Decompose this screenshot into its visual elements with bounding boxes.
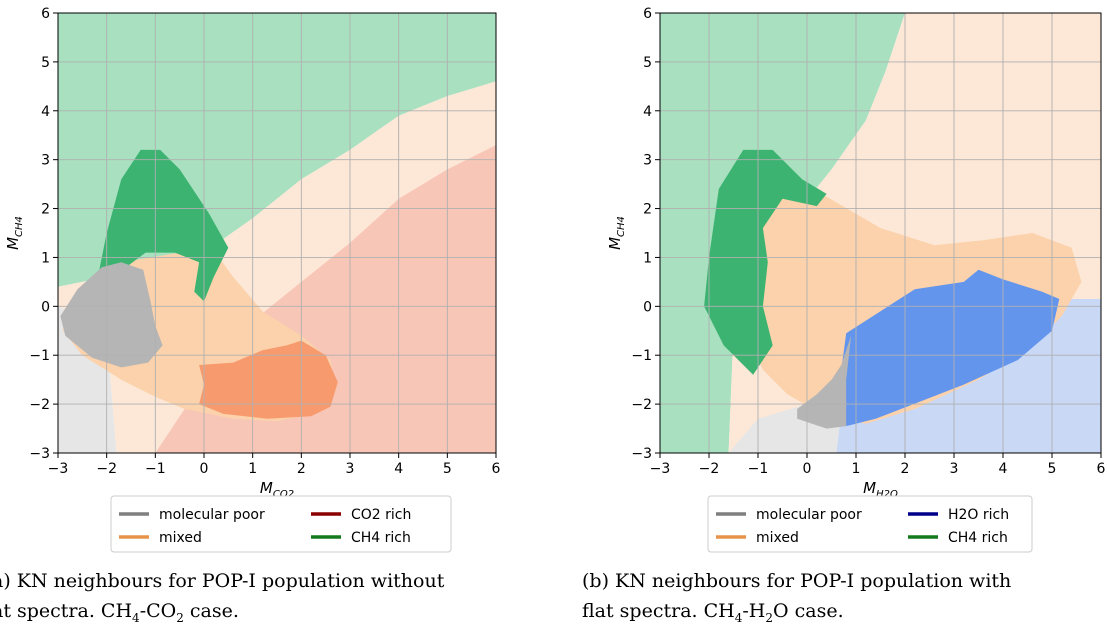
caption-b: (b) KN neighbours for POP-I population w… [582,566,1011,633]
plot-frame-a [57,12,497,454]
y-tick-label: 3 [41,153,50,169]
x-tick-label: 1 [248,461,257,477]
y-tick-label: 3 [643,153,652,169]
x-tick-label: −2 [699,461,720,477]
legend-label: molecular poor [159,507,265,523]
caption-a-line2-mid: -CO [139,600,177,622]
panel-b-chart: −3 −2 −1 0 1 2 3 4 5 6−3−2−10123456MH2OMCH4molecu… [606,6,1106,553]
x-tick-label: 0 [200,461,209,477]
legend-label: H2O rich [948,507,1009,523]
y-tick-label: 2 [41,202,50,218]
x-tick-label: 5 [1048,461,1057,477]
y-axis-label-main: M [4,237,22,250]
plot-frame-b [659,12,1102,454]
y-tick-label: −1 [29,348,50,364]
x-axis-label-main: M [863,479,876,497]
y-tick-label: 0 [643,299,652,315]
y-tick-label: −1 [631,348,652,364]
x-tick-label: −2 [96,461,117,477]
x-tick-label: 5 [443,461,452,477]
x-tick-label: 1 [852,461,861,477]
x-tick-label: 0 [803,461,812,477]
y-tick-label: −2 [29,397,50,413]
caption-a-line1: a) KN neighbours for POP-I population wi… [0,570,445,592]
caption-b-sub2: 2 [765,610,773,625]
region-layer-b [660,13,1101,453]
x-tick-label: 2 [901,461,910,477]
x-tick-label: 6 [1097,461,1106,477]
y-axis-label-sub: CH4 [14,216,25,237]
y-tick-label: 6 [41,6,50,22]
region-co2-rich-solid-a [199,340,338,419]
legend-label: mixed [756,530,799,546]
region-h2o-rich-solid-b [841,269,1060,427]
caption-a-line2-after: case. [183,600,239,622]
y-tick-label: 2 [643,202,652,218]
legend-label: mixed [159,530,202,546]
y-tick-label: 0 [41,299,50,315]
region-ch4-rich-solid-a [96,149,229,302]
x-tick-label: −1 [748,461,769,477]
y-axis-label-main: M [606,237,624,250]
caption-a-line2-before: at spectra. CH [0,600,133,622]
x-tick-label: 3 [950,461,959,477]
y-tick-label: 5 [643,55,652,71]
x-tick-label: 2 [297,461,306,477]
legend-box [707,495,1033,553]
y-tick-label: 4 [41,104,50,120]
region-molecular-poor-solid-b [797,335,852,429]
y-tick-label: −3 [631,446,652,462]
x-tick-label: −1 [145,461,166,477]
x-axis-label-sub: H2O [876,489,898,500]
caption-a-sub2: 2 [176,610,184,625]
caption-b-line2-before: flat spectra. CH [582,600,735,622]
region-ch4-rich-solid-b [704,149,827,375]
x-axis-label-b: MH2O [863,479,898,500]
panel-a-chart: −3 −2 −1 0 1 2 3 4 5 6−3−2−10123456MCO2MCH4molecu… [4,6,501,553]
y-axis-label-b: MCH4 [606,216,627,250]
legend-label: CH4 rich [948,530,1008,546]
x-axis-label-sub: CO2 [273,489,294,500]
y-tick-label: 5 [41,55,50,71]
caption-a-sub1: 4 [132,610,140,625]
ticks-b: −3 −2 −1 0 1 2 3 4 5 6 −3 −2 −1 0 1 2 3 4 5 6 [631,6,1105,477]
x-axis-label-a: MCO2 [260,479,294,500]
legend-b: molecular poor H2O rich mixed CH4 rich [707,495,1033,553]
region-ch4-rich-background-b [660,13,905,453]
legend-label: CH4 rich [351,530,411,546]
x-tick-label: −3 [48,461,69,477]
y-axis-label-sub: CH4 [616,216,627,237]
x-axis-label-main: M [260,479,273,497]
x-tick-label: −3 [650,461,671,477]
x-tick-label: 6 [492,461,501,477]
caption-b-line1: (b) KN neighbours for POP-I population w… [582,570,1012,592]
region-molecular-poor-solid-a [60,262,163,368]
y-tick-label: −2 [631,397,652,413]
ticks-a: −3 −2 −1 0 1 2 3 4 5 6 −3 −2 −1 0 1 2 3 4 5 6 [29,6,500,477]
y-tick-label: −3 [29,446,50,462]
caption-b-sub1: 4 [734,610,743,625]
caption-b-line2-after: O case. [773,600,844,622]
caption-b-line2-mid: -H [742,600,766,622]
legend-label: molecular poor [756,507,862,523]
caption-a: a) KN neighbours for POP-I population wi… [0,566,444,633]
legend-box [110,495,452,553]
region-layer-a [58,13,496,453]
y-tick-label: 1 [41,250,50,266]
x-tick-label: 4 [394,461,403,477]
y-tick-label: 1 [643,250,652,266]
y-tick-label: 4 [643,104,652,120]
y-tick-label: 6 [643,6,652,22]
y-axis-label-a: MCH4 [4,216,25,250]
x-tick-label: 4 [999,461,1008,477]
legend-a: molecular poor CO2 rich mixed CH4 rich [110,495,452,553]
x-tick-label: 3 [346,461,355,477]
legend-label: CO2 rich [351,507,411,523]
